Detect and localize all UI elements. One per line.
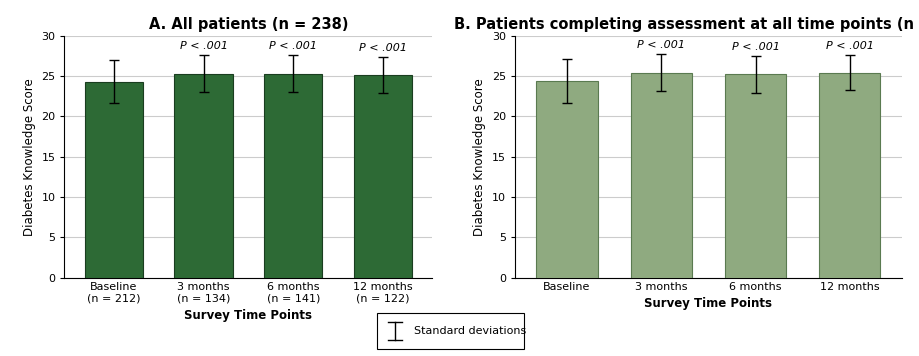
Text: P < .001: P < .001 bbox=[825, 41, 873, 51]
Title: B. Patients completing assessment at all time points (n = 74): B. Patients completing assessment at all… bbox=[453, 17, 919, 32]
Bar bbox=[818, 73, 879, 278]
Bar bbox=[536, 81, 597, 278]
Bar bbox=[354, 75, 412, 278]
X-axis label: Survey Time Points: Survey Time Points bbox=[184, 309, 312, 322]
Text: P < .001: P < .001 bbox=[269, 41, 317, 51]
Y-axis label: Diabetes Knowledge Score: Diabetes Knowledge Score bbox=[23, 78, 36, 236]
Bar bbox=[724, 74, 786, 278]
X-axis label: Survey Time Points: Survey Time Points bbox=[643, 297, 772, 310]
FancyBboxPatch shape bbox=[377, 313, 524, 349]
Text: P < .001: P < .001 bbox=[358, 43, 406, 53]
Bar bbox=[630, 73, 691, 278]
Y-axis label: Diabetes Knowledge Score: Diabetes Knowledge Score bbox=[473, 78, 486, 236]
Bar bbox=[85, 82, 142, 278]
Bar bbox=[264, 74, 322, 278]
Text: Standard deviations: Standard deviations bbox=[414, 326, 526, 336]
Text: P < .001: P < .001 bbox=[731, 42, 778, 52]
Text: P < .001: P < .001 bbox=[179, 41, 227, 51]
Text: P < .001: P < .001 bbox=[637, 40, 685, 50]
Bar bbox=[175, 74, 233, 278]
Title: A. All patients (n = 238): A. All patients (n = 238) bbox=[149, 17, 347, 32]
